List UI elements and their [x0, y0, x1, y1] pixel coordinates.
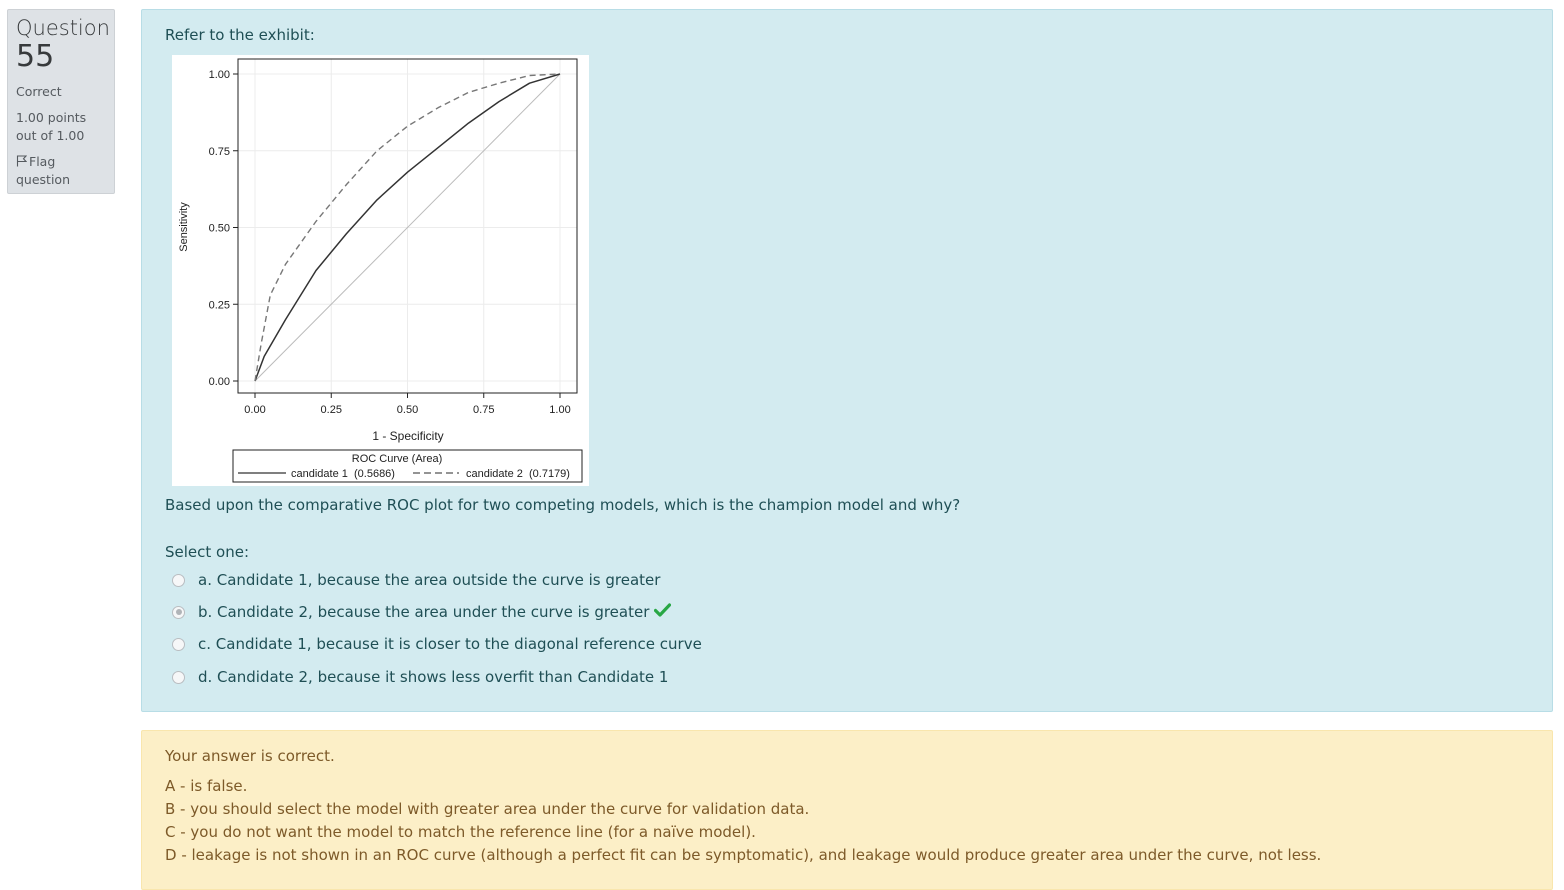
x-tick-label: 1.00 — [549, 404, 570, 416]
x-tick-label: 0.25 — [321, 404, 342, 416]
answer-radio-d[interactable] — [172, 670, 185, 684]
feedback-line-b: B - you should select the model with gre… — [165, 800, 810, 818]
feedback-line-c: C - you do not want the model to match t… — [165, 823, 756, 841]
answer-label-c[interactable]: c. Candidate 1, because it is closer to … — [198, 635, 702, 653]
x-tick-label: 0.75 — [473, 404, 494, 416]
answer-radio-b[interactable] — [172, 605, 185, 619]
y-tick-label: 0.75 — [209, 146, 230, 158]
feedback-line-a: A - is false. — [165, 777, 248, 795]
roc-chart: 0.00 0.00 0.25 0.25 0.50 0.50 0.75 0.75 1.00 1.00… — [178, 58, 583, 483]
y-tick-label: 0.25 — [209, 299, 230, 311]
chart-legend: ROC Curve (Area) candidate 1 (0.5686) ca… — [232, 449, 583, 483]
answer-radio-c[interactable] — [172, 637, 185, 651]
feedback-summary: Your answer is correct. — [165, 747, 335, 765]
legend-label-candidate-1: candidate 1 (0.5686) — [291, 468, 395, 480]
feedback-panel: Your answer is correct. A - is false. B … — [141, 730, 1553, 890]
question-label: Question — [16, 16, 110, 40]
question-intro: Refer to the exhibit: — [165, 26, 315, 44]
series-candidate-1-line — [254, 73, 561, 382]
question-text: Based upon the comparative ROC plot for … — [165, 496, 961, 514]
y-tick-label: 0.50 — [209, 223, 230, 235]
flag-question-button[interactable]: Flag question — [16, 153, 106, 189]
correct-check-icon — [654, 603, 672, 621]
answer-label-b[interactable]: b. Candidate 2, because the area under t… — [198, 603, 650, 621]
flag-question-label: Flag question — [16, 154, 71, 187]
feedback-line-d: D - leakage is not shown in an ROC curve… — [165, 846, 1322, 864]
x-axis-label: 1 - Specificity — [372, 429, 443, 443]
answer-option-a[interactable]: a. Candidate 1, because the area outside… — [172, 569, 660, 591]
answer-option-b[interactable]: b. Candidate 2, because the area under t… — [172, 601, 672, 623]
legend-title: ROC Curve (Area) — [352, 453, 442, 465]
x-tick-label: 0.50 — [397, 404, 418, 416]
y-tick-label: 1.00 — [209, 69, 230, 81]
answer-label-a[interactable]: a. Candidate 1, because the area outside… — [198, 571, 661, 589]
reference-diagonal-line — [254, 73, 561, 382]
answer-option-c[interactable]: c. Candidate 1, because it is closer to … — [172, 633, 702, 655]
select-prompt: Select one: — [165, 543, 250, 561]
question-grade: 1.00 points out of 1.00 — [16, 110, 87, 143]
question-info: Question 55 Correct 1.00 points out of 1… — [7, 9, 115, 194]
answer-option-d[interactable]: d. Candidate 2, because it shows less ov… — [172, 666, 668, 688]
flag-icon — [16, 154, 29, 169]
y-axis-label: Sensitivity — [178, 202, 190, 252]
y-tick-label: 0.00 — [209, 376, 230, 388]
answer-label-d[interactable]: d. Candidate 2, because it shows less ov… — [198, 668, 669, 686]
question-state: Correct — [16, 84, 62, 99]
x-tick-label: 0.00 — [244, 404, 265, 416]
question-number: 55 — [16, 39, 55, 74]
answer-radio-a[interactable] — [172, 573, 185, 587]
roc-exhibit: 0.00 0.00 0.25 0.25 0.50 0.50 0.75 0.75 1.00 1.00… — [172, 55, 589, 486]
legend-label-candidate-2: candidate 2 (0.7179) — [466, 468, 570, 480]
question-formulation: Refer to the exhibit: 0.00 0.00 0.25 0.25 0.… — [141, 9, 1553, 712]
